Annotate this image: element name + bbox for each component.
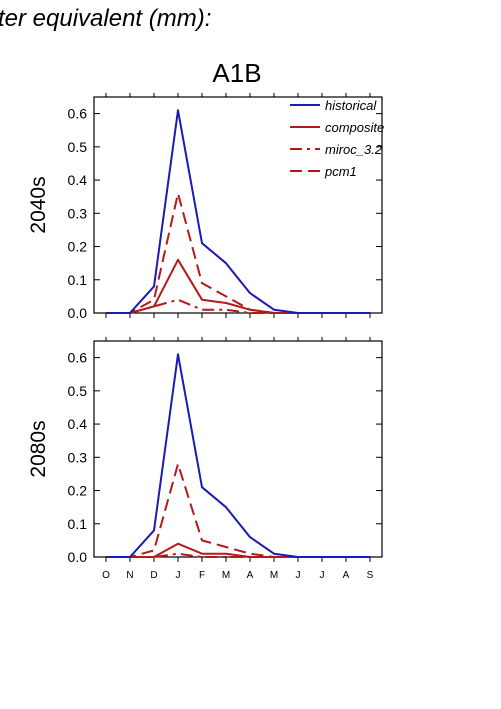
panel-label: 2040s [27, 176, 50, 233]
y-tick-label: 0.5 [68, 139, 88, 155]
y-tick-label: 0.2 [68, 483, 88, 499]
y-tick-label: 0.2 [68, 239, 88, 255]
x-tick-label: M [222, 570, 230, 581]
legend-label-composite: composite [325, 120, 384, 135]
chart-panels: 0.0 0.1 0.2 0.3 0.4 0.5 0.6 2040s historical comp… [27, 93, 384, 581]
y-tick-label: 0.0 [68, 305, 88, 321]
y-tick-label: 0.4 [68, 172, 88, 188]
y-tick-label: 0.4 [68, 416, 88, 432]
x-tick-label: J [296, 570, 301, 581]
series-line-pcm1 [106, 463, 370, 558]
legend-label-miroc-3-2: miroc_3.2 [325, 142, 383, 157]
plot-frame [93, 96, 383, 314]
legend-label-historical: historical [325, 98, 377, 113]
x-tick-label: S [367, 570, 374, 581]
y-tick-label: 0.0 [68, 549, 88, 565]
x-tick-label: J [176, 570, 181, 581]
legend-label-pcm1: pcm1 [324, 164, 357, 179]
x-tick-label: A [343, 570, 350, 581]
x-tick-label: D [150, 570, 157, 581]
panel-2040s: 0.0 0.1 0.2 0.3 0.4 0.5 0.6 2040s historical comp… [27, 93, 384, 321]
page-title: ter equivalent (mm): [0, 5, 211, 32]
plot-frame [93, 340, 383, 558]
x-tick-label: M [270, 570, 278, 581]
panel-2080s: 0.0 0.1 0.2 0.3 0.4 0.5 0.6 O N D J F M A M J J A S 2080s [27, 337, 383, 581]
scenario-title: A1B [212, 58, 261, 88]
series-line-miroc-3-2 [106, 552, 370, 558]
y-tick-label: 0.3 [68, 449, 88, 465]
y-tick-label: 0.1 [68, 272, 88, 288]
x-tick-label: J [320, 570, 325, 581]
y-tick-label: 0.1 [68, 516, 88, 532]
series-line-historical [106, 109, 370, 314]
x-tick-label: F [199, 570, 205, 581]
series-line-miroc-3-2 [106, 298, 370, 314]
series-line-historical [106, 353, 370, 558]
y-tick-label: 0.6 [68, 106, 88, 122]
x-tick-label: N [126, 570, 133, 581]
panel-label: 2080s [27, 420, 50, 477]
y-tick-label: 0.5 [68, 383, 88, 399]
x-tick-label: O [102, 570, 110, 581]
y-tick-label: 0.6 [68, 350, 88, 366]
y-tick-label: 0.3 [68, 205, 88, 221]
x-tick-label: A [247, 570, 254, 581]
legend: historical composite miroc_3.2 pcm1 [290, 98, 384, 179]
